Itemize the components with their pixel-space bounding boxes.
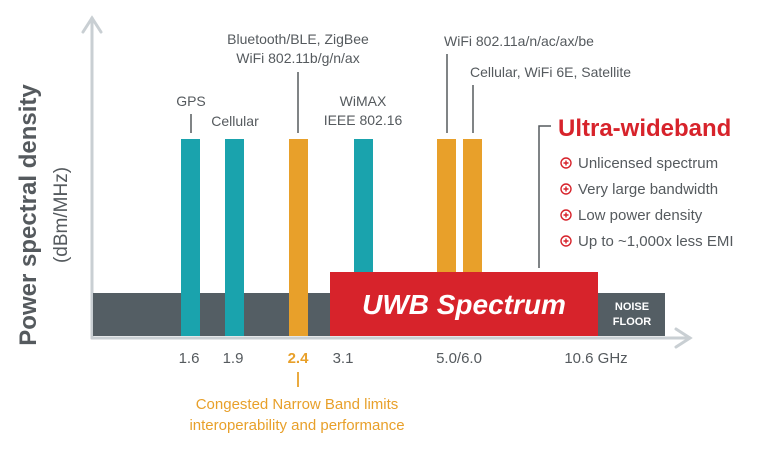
band-label-wifi5: WiFi 802.11a/n/ac/ax/be xyxy=(444,33,594,49)
ultra-wideband-bracket xyxy=(538,125,551,268)
plus-icon xyxy=(563,186,569,192)
band-label-gps: GPS xyxy=(176,93,206,109)
y-axis-unit: (dBm/MHz) xyxy=(51,167,72,263)
uwb-spectrum-label: UWB Spectrum xyxy=(362,289,566,320)
plus-icon xyxy=(563,160,569,166)
y-axis-arrow xyxy=(81,15,103,34)
band-label-bluetooth-line2: WiFi 802.11b/g/n/ax xyxy=(236,50,359,66)
noise-floor-label-line2: FLOOR xyxy=(613,316,652,328)
uwb-spectrum-block xyxy=(330,272,598,336)
ultra-bullet-2: Very large bandwidth xyxy=(560,181,718,198)
y-axis-title-group: Power spectral density xyxy=(15,84,42,346)
band-bar-gps xyxy=(181,139,200,336)
band-label-wifi6e: Cellular, WiFi 6E, Satellite xyxy=(470,64,631,80)
plus-circle-icon xyxy=(560,235,572,247)
plus-icon xyxy=(563,212,569,218)
ultra-bullet-1: Unlicensed spectrum xyxy=(560,155,718,172)
plus-circle-icon xyxy=(560,183,572,195)
x-tick-1-9: 1.9 xyxy=(223,350,244,367)
plus-circle-icon xyxy=(560,209,572,221)
congested-note-line1: Congested Narrow Band limits xyxy=(196,396,399,413)
band-label-wimax-line2: IEEE 802.16 xyxy=(324,112,403,128)
ultra-bullet-text: Very large bandwidth xyxy=(578,181,718,198)
band-label-cellular: Cellular xyxy=(211,113,259,129)
ultra-bullet-text: Unlicensed spectrum xyxy=(578,155,718,172)
ultra-bullet-4: Up to ~1,000x less EMI xyxy=(560,233,734,250)
ultra-bullet-text: Low power density xyxy=(578,207,703,224)
ultra-wideband-title: Ultra-wideband xyxy=(558,115,731,142)
band-label-bluetooth-line1: Bluetooth/BLE, ZigBee xyxy=(227,31,369,47)
noise-floor-label-line1: NOISE xyxy=(615,301,649,313)
y-axis-unit-group: (dBm/MHz) xyxy=(51,167,72,263)
axes xyxy=(81,15,693,349)
band-bar-bluetooth-wifi24 xyxy=(289,139,308,336)
y-axis-title: Power spectral density xyxy=(15,84,42,346)
band-label-wimax-line1: WiMAX xyxy=(340,93,387,109)
x-tick-10-6: 10.6 GHz xyxy=(564,350,627,367)
x-tick-5-6: 5.0/6.0 xyxy=(436,350,482,367)
plus-circle-icon xyxy=(560,157,572,169)
band-labels: GPS Cellular Bluetooth/BLE, ZigBee WiFi … xyxy=(176,31,631,133)
x-axis-arrow xyxy=(674,327,693,349)
band-bar-cellular xyxy=(225,139,244,336)
x-tick-2-4: 2.4 xyxy=(288,350,310,367)
ultra-bullets: Unlicensed spectrum Very large bandwidth… xyxy=(560,155,734,250)
x-tick-3-1: 3.1 xyxy=(333,350,354,367)
ultra-bullet-3: Low power density xyxy=(560,207,703,224)
x-tick-1-6: 1.6 xyxy=(179,350,200,367)
x-tick-labels: 1.6 1.9 2.4 3.1 5.0/6.0 10.6 GHz xyxy=(179,350,628,367)
congested-note-line2: interoperability and performance xyxy=(189,417,404,434)
ultra-bullet-text: Up to ~1,000x less EMI xyxy=(578,233,734,250)
plus-icon xyxy=(563,238,569,244)
